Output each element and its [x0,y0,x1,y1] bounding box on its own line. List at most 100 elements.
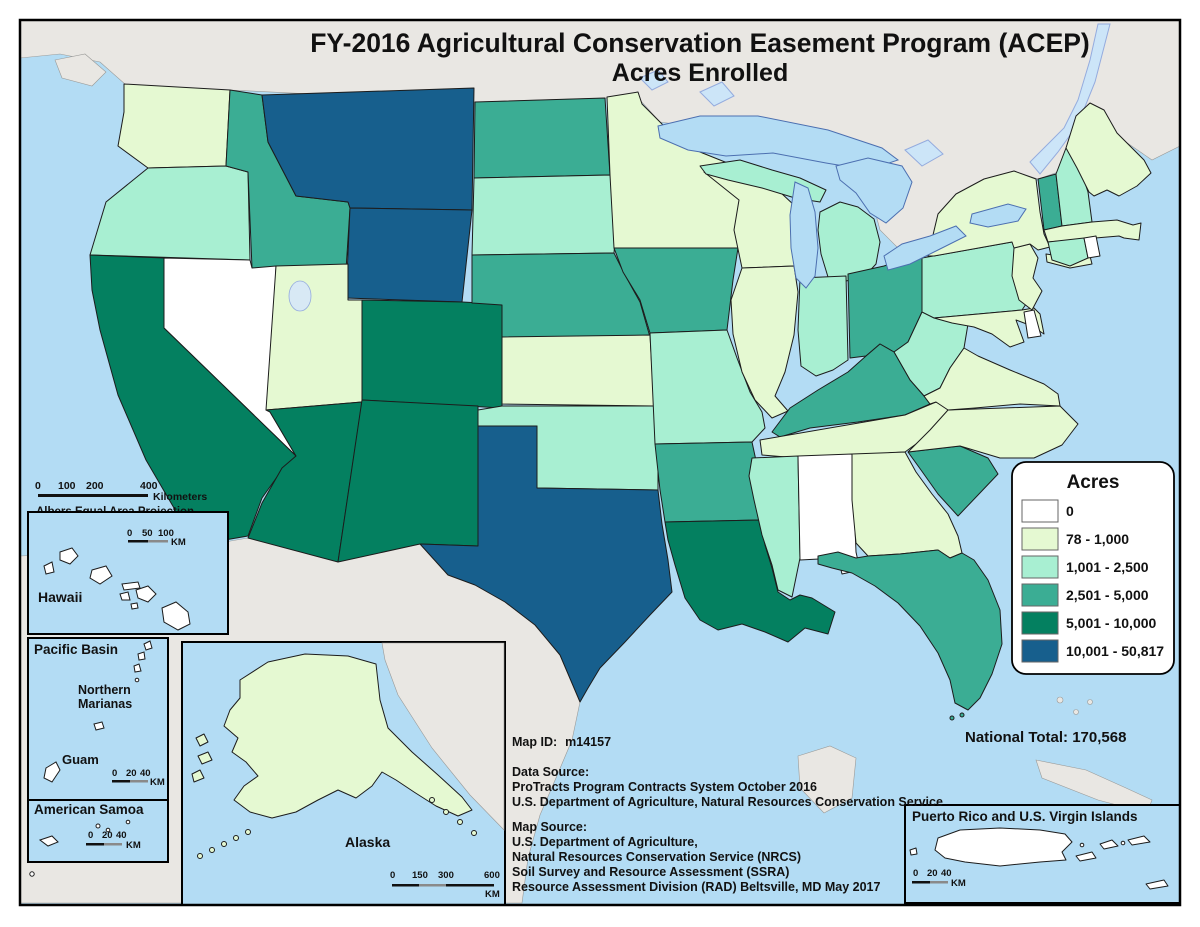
yucatan [797,745,857,814]
map-source-line: Resource Assessment Division (RAD) Belts… [512,880,880,894]
scalebar-tick: 400 [140,480,158,492]
as-scale-tick: 0 [88,830,93,841]
bahamas-island [1087,699,1093,705]
data-source-line: U.S. Department of Agriculture, Natural … [512,795,943,809]
state-in [797,275,849,377]
georgian-bay [904,139,944,167]
legend: Acres 0 78 - 1,000 1,001 - 2,500 2,501 -… [1011,461,1175,675]
pb-scale-tick: 20 [126,768,137,779]
map-source-line: Soil Survey and Resource Assessment (SSR… [512,865,789,879]
state-fl [817,549,1003,711]
puerto-rico-label: Puerto Rico and U.S. Virgin Islands [912,809,1138,824]
american-samoa-label: American Samoa [34,802,144,817]
alaska-inset: Alaska 0 150 300 600 KM [181,641,506,905]
marianas-islands [93,640,153,731]
state-wa [117,83,231,169]
hawaii-inset: Hawaii 0 50 100 KM [27,511,229,635]
as-scale-unit: KM [126,840,141,851]
american-samoa-islands [38,819,131,847]
legend-label: 10,001 - 50,817 [1066,643,1164,659]
state-sc [907,445,999,517]
as-scale-tick: 40 [116,830,127,841]
state-ri [1083,235,1101,259]
guam-island [43,761,61,783]
legend-label: 1,001 - 2,500 [1066,559,1149,575]
pacific-basin-label: Pacific Basin [34,642,118,657]
lake-of-the-woods [639,69,669,91]
state-me [1065,102,1152,197]
puerto-rico-islands [909,827,1169,890]
hawaii-scale-tick: 0 [127,528,132,539]
legend-swatch [1021,639,1059,663]
legend-title: Acres [1067,472,1120,493]
legend-label: 2,501 - 5,000 [1066,587,1149,603]
state-ct [1047,237,1089,267]
map-source-line: U.S. Department of Agriculture, [512,835,698,849]
state-wy [345,207,473,303]
lake-ontario [969,203,1027,228]
hawaii-scale-unit: KM [171,537,186,548]
legend-label: 78 - 1,000 [1066,531,1129,547]
great-salt-lake [288,280,312,312]
lake-huron [835,157,913,224]
state-nc [907,405,1079,459]
legend-swatch [1021,499,1059,523]
state-nm [337,399,479,563]
state-ar [654,441,761,523]
legend-swatch [1021,611,1059,635]
state-nj [1011,243,1043,311]
map-notes: Map ID: m14157 Data Source: ProTracts Pro… [512,735,943,894]
legend-swatch [1021,583,1059,607]
pacific-basin-inset: Pacific Basin Northern Marianas Guam 0 2… [27,637,169,801]
st-lawrence-river [1029,23,1111,175]
legend-swatch [1021,555,1059,579]
scalebar-tick: 100 [58,480,76,492]
ak-scale-tick: 0 [390,870,395,881]
state-ut [265,263,363,411]
as-scale-tick: 20 [102,830,113,841]
data-source-heading: Data Source: [512,765,589,779]
florida-keys [949,715,955,721]
florida-keys [959,712,965,718]
ak-scale-unit: KM [485,889,500,900]
alaska-state [191,653,477,859]
svg-text:Map ID:m14157: Map ID: m14157 [512,735,611,749]
hawaii-scale-tick: 50 [142,528,153,539]
scalebar-unit: Kilometers [153,491,207,503]
state-de [1023,309,1042,339]
legend-swatch [1021,527,1059,551]
northern-marianas-label: Northern [78,683,131,697]
scalebar-tick: 200 [86,480,104,492]
pb-scale-tick: 0 [112,768,117,779]
guam-label: Guam [62,752,99,767]
lake-michigan [789,181,819,289]
state-va [923,347,1061,411]
map-id-label: Map ID: [512,735,557,749]
american-samoa-inset: American Samoa 0 20 40 KM [27,799,169,877]
legend-label: 0 [1066,503,1074,519]
hawaii-label: Hawaii [38,589,82,605]
data-source-line: ProTracts Program Contracts System Octob… [512,780,817,794]
bahamas-island [1073,709,1079,715]
northern-marianas-label2: Marianas [78,697,132,711]
ak-scale-tick: 300 [438,870,454,881]
state-sd [471,174,619,256]
pr-scale-unit: KM [951,878,966,889]
state-tx [419,425,673,703]
hawaii-scale-tick: 100 [158,528,174,539]
scalebar-tick: 0 [35,480,41,492]
vancouver-island [54,53,107,87]
state-ks [501,334,655,407]
map-frame [18,18,1182,907]
state-la [664,519,836,643]
pr-scale-tick: 40 [941,868,952,879]
national-total: National Total: 170,568 [965,729,1126,746]
state-ky [771,343,931,438]
pb-scale-unit: KM [150,777,165,788]
map-id-value: m14157 [565,735,611,749]
puerto-rico-inset: Puerto Rico and U.S. Virgin Islands 0 20… [904,804,1180,904]
pb-scale-tick: 40 [140,768,151,779]
pr-scale-tick: 0 [913,868,918,879]
map-title-line2: Acres Enrolled [612,59,788,87]
